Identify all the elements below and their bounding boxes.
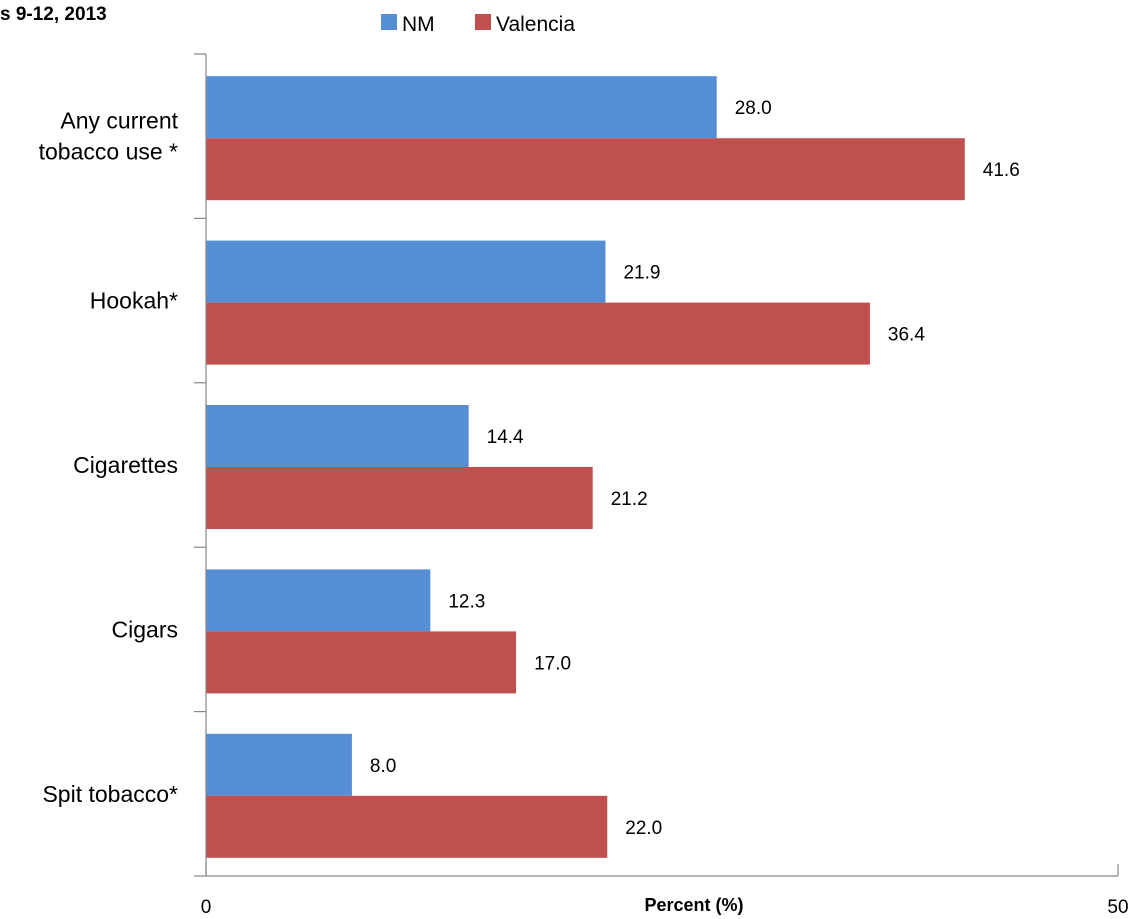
legend-label-nm: NM [402, 13, 435, 36]
bar-valencia-0 [206, 138, 965, 201]
category-label: tobacco use * [39, 139, 178, 165]
data-label-valencia-1: 36.4 [888, 325, 925, 346]
bar-nm-1 [206, 240, 606, 303]
category-label: Cigars [112, 616, 178, 642]
chart-title: s 9-12, 2013 [0, 4, 107, 25]
x-axis-title: Percent (%) [644, 895, 743, 915]
legend-swatch-valencia [475, 14, 491, 30]
category-label: Cigarettes [73, 452, 178, 478]
bar-nm-0 [206, 76, 717, 139]
bar-valencia-4 [206, 795, 608, 858]
bar-valencia-2 [206, 467, 593, 529]
data-label-valencia-0: 41.6 [983, 160, 1020, 181]
category-label: Hookah* [90, 288, 178, 314]
data-label-valencia-2: 21.2 [611, 489, 648, 510]
bar-valencia-1 [206, 302, 870, 365]
legend-label-valencia: Valencia [496, 13, 575, 36]
x-tick-label-50: 50 [1107, 897, 1128, 918]
data-label-nm-4: 8.0 [370, 756, 396, 777]
legend-swatch-nm [381, 14, 397, 30]
category-label: Any current [60, 108, 178, 134]
data-label-nm-3: 12.3 [448, 591, 485, 612]
bar-valencia-3 [206, 631, 517, 694]
data-label-nm-1: 21.9 [623, 263, 660, 284]
legend: NM Valencia [381, 13, 575, 36]
bar-nm-2 [206, 405, 469, 467]
bar-nm-4 [206, 733, 352, 796]
x-tick-label-0: 0 [201, 897, 212, 918]
bar-nm-3 [206, 569, 431, 632]
data-label-valencia-3: 17.0 [534, 653, 571, 674]
category-label: Spit tobacco* [42, 781, 178, 807]
data-label-nm-0: 28.0 [735, 98, 772, 119]
data-label-valencia-4: 22.0 [625, 818, 662, 839]
plot-area: Any current tobacco use * 28.0 41.6 Hookah* 2… [39, 76, 1020, 858]
data-label-nm-2: 14.4 [487, 427, 524, 448]
y-axis-ticks [194, 53, 206, 877]
